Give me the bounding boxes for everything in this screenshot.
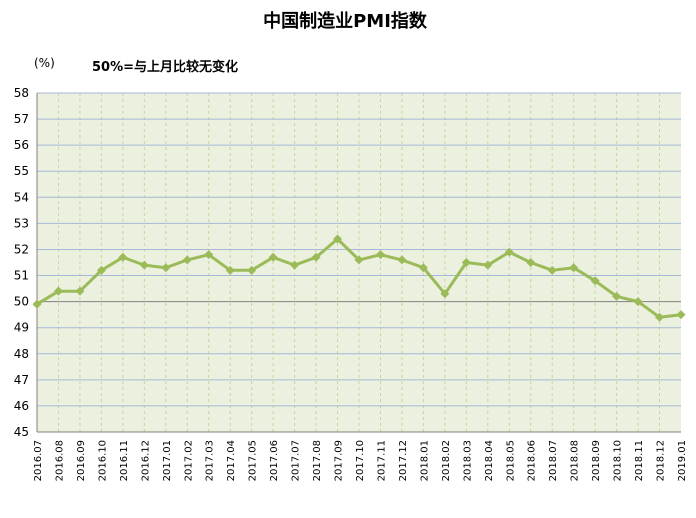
x-tick-label: 2017.04: [226, 440, 237, 481]
data-point: [53, 286, 63, 296]
x-tick-label: 2018.01: [419, 440, 430, 481]
data-point: [397, 255, 407, 265]
data-point: [311, 252, 321, 262]
data-point: [547, 265, 557, 275]
data-point: [526, 258, 536, 267]
data-point: [96, 265, 106, 275]
data-point: [354, 255, 364, 265]
x-tick-label: 2017.10: [355, 440, 366, 481]
data-point: [633, 297, 643, 307]
x-tick-label: 2018.02: [441, 440, 452, 481]
x-tick-label: 2017.01: [162, 440, 173, 481]
y-tick-label: 47: [14, 373, 29, 387]
y-tick-label: 53: [14, 216, 29, 230]
data-point: [247, 265, 257, 275]
y-tick-label: 57: [14, 112, 29, 126]
data-point: [676, 310, 686, 320]
x-tick-label: 2017.09: [334, 440, 345, 481]
x-tick-label: 2016.12: [140, 440, 151, 481]
data-point: [590, 276, 600, 286]
x-tick-label: 2016.07: [33, 440, 44, 481]
data-point: [75, 286, 85, 296]
x-tick-label: 2018.12: [656, 440, 667, 481]
x-tick-label: 2017.05: [248, 440, 259, 481]
x-tick-label: 2018.11: [634, 440, 645, 481]
x-tick-label: 2018.04: [484, 440, 495, 481]
data-point: [569, 263, 579, 273]
x-tick-label: 2016.08: [54, 440, 65, 481]
data-point: [440, 289, 450, 299]
data-point: [161, 263, 171, 273]
y-tick-label: 52: [14, 242, 29, 256]
y-tick-label: 54: [14, 190, 29, 204]
y-tick-label: 50: [14, 295, 29, 309]
x-tick-label: 2016.09: [76, 440, 87, 481]
x-tick-label: 2018.06: [527, 440, 538, 481]
y-tick-label: 56: [14, 138, 29, 152]
data-point: [268, 252, 278, 262]
data-point: [204, 250, 214, 260]
y-tick-label: 48: [14, 347, 29, 361]
data-point: [225, 265, 235, 275]
chart-annotation: 50%=与上月比较无变化: [92, 59, 238, 75]
y-tick-label: 45: [14, 425, 29, 439]
data-point: [375, 250, 385, 260]
x-tick-label: 2017.07: [291, 440, 302, 481]
x-tick-label: 2018.09: [591, 440, 602, 481]
x-tick-label: 2017.03: [205, 440, 216, 481]
x-tick-label: 2017.06: [269, 440, 280, 481]
data-point: [461, 258, 471, 267]
data-point: [118, 252, 128, 262]
data-point: [612, 291, 622, 301]
x-tick-label: 2019.01: [677, 440, 688, 481]
data-point: [182, 255, 192, 265]
data-point: [333, 234, 343, 244]
data-point: [655, 312, 665, 322]
y-tick-label: 51: [14, 269, 29, 283]
data-point: [418, 263, 428, 273]
x-tick-label: 2017.12: [398, 440, 409, 481]
data-point: [139, 260, 149, 270]
x-tick-label: 2018.08: [570, 440, 581, 481]
data-point: [504, 247, 514, 257]
y-tick-label: 55: [14, 164, 29, 178]
x-tick-label: 2018.03: [462, 440, 473, 481]
x-tick-label: 2017.11: [376, 440, 387, 481]
x-tick-label: 2017.02: [183, 440, 194, 481]
chart-title: 中国制造业PMI指数: [263, 10, 428, 32]
x-tick-label: 2016.10: [97, 440, 108, 481]
y-tick-label: 49: [14, 321, 29, 335]
x-tick-label: 2018.07: [548, 440, 559, 481]
plot-area: 45 46 47 48 49 50 51 52 53 54 55 56 57 58 2016.07 2016.…: [14, 86, 688, 481]
data-point: [290, 260, 300, 270]
x-tick-label: 2018.10: [613, 440, 624, 481]
y-tick-label: 46: [14, 399, 29, 413]
y-tick-label: 58: [14, 86, 29, 100]
x-tick-label: 2016.11: [119, 440, 130, 481]
data-point: [32, 299, 42, 309]
x-tick-label: 2017.08: [312, 440, 323, 481]
x-tick-label: 2018.05: [505, 440, 516, 481]
data-point: [483, 260, 493, 270]
unit-label: (%): [34, 56, 55, 70]
